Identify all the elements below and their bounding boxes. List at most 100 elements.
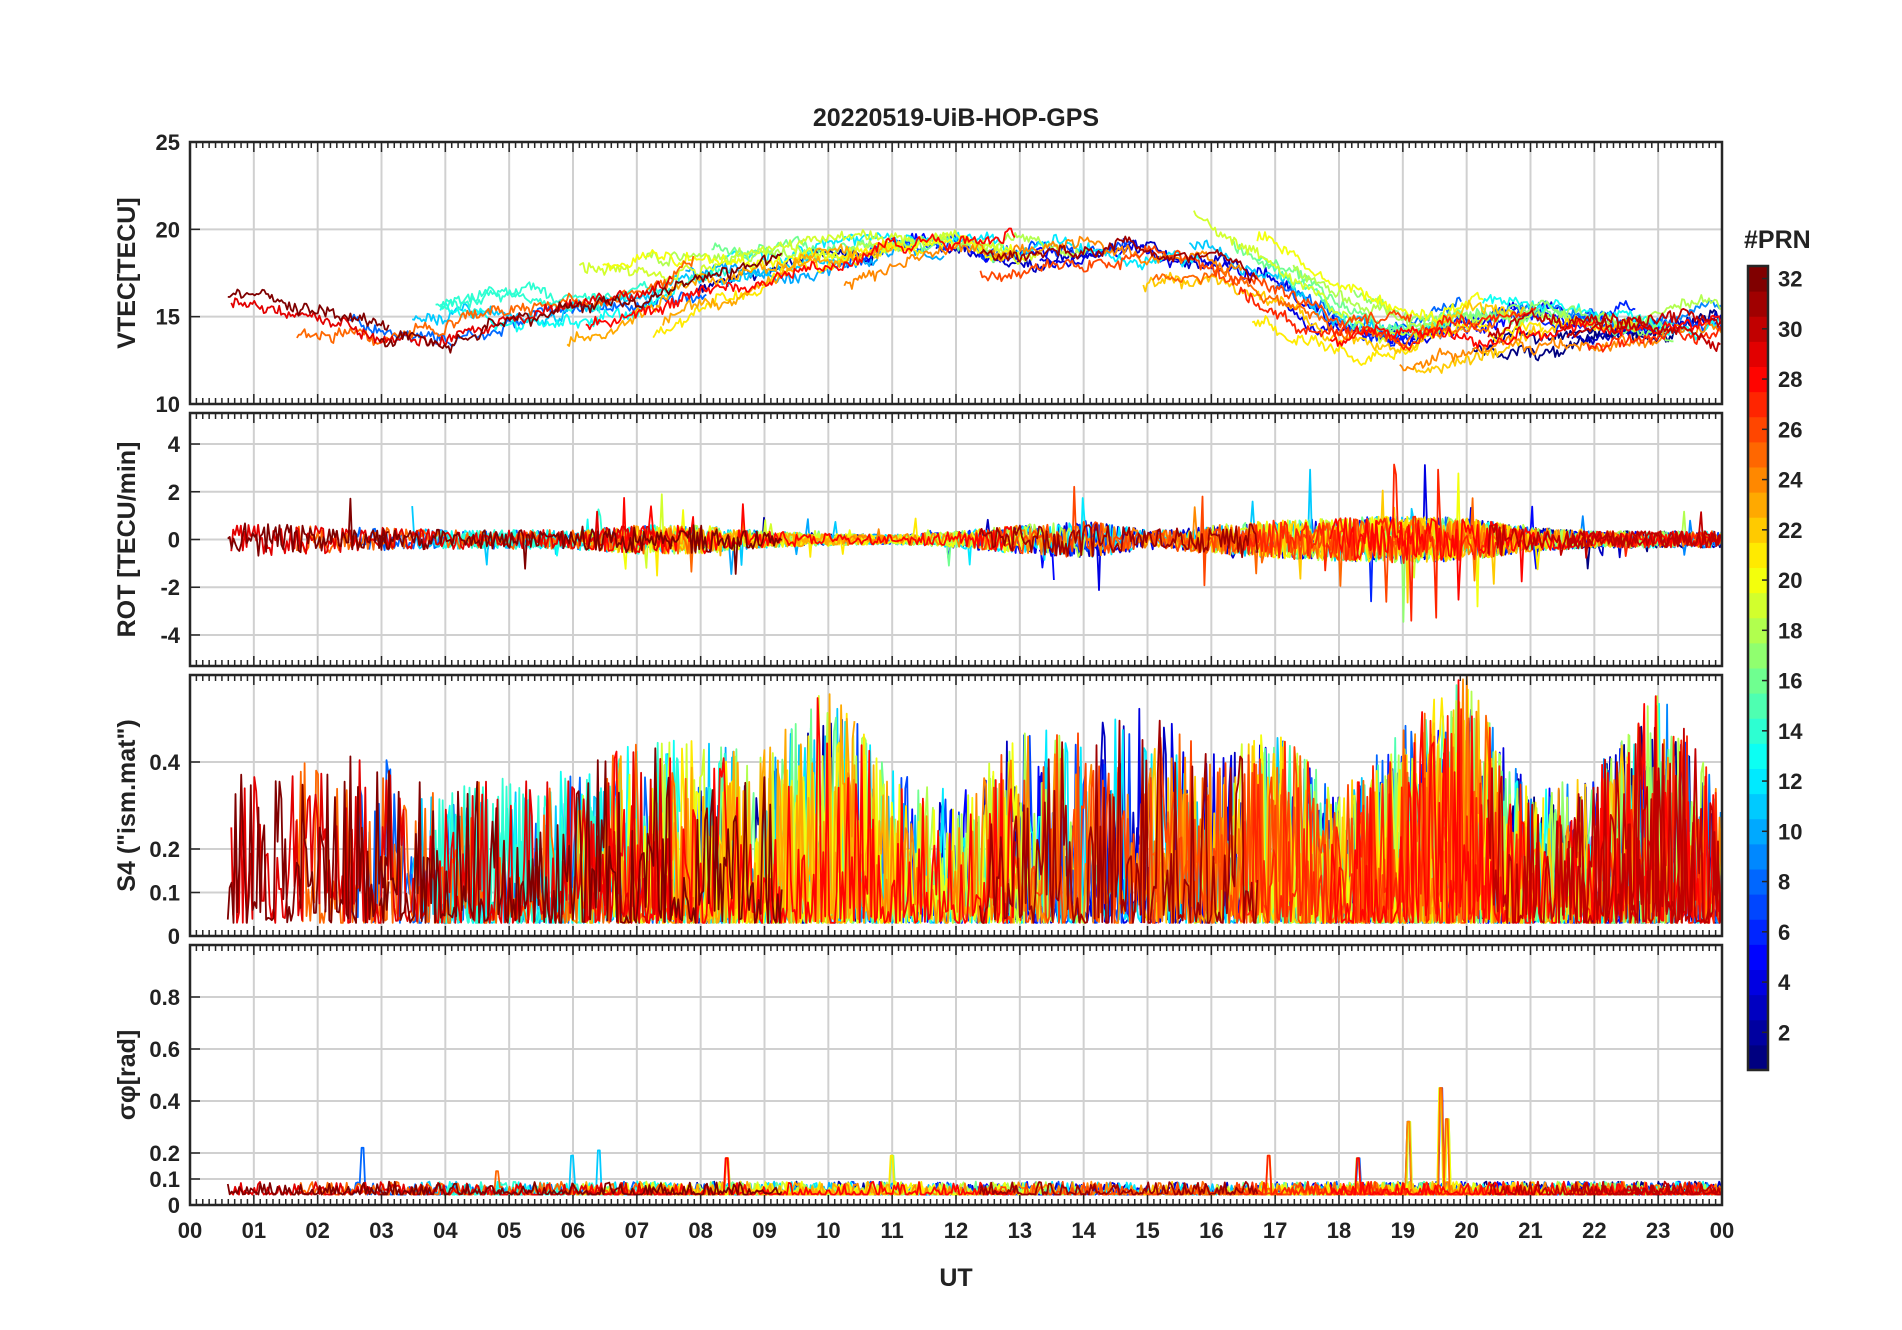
trace-prn-28 bbox=[585, 227, 1016, 331]
x-tick-label: 12 bbox=[944, 1218, 968, 1243]
colorbar-tick-label: 18 bbox=[1778, 618, 1802, 643]
y-tick-label: 0.4 bbox=[149, 1089, 180, 1114]
trace-prn-28 bbox=[1329, 679, 1722, 924]
y-tick-label: 20 bbox=[156, 217, 180, 242]
colorbar-swatch bbox=[1748, 693, 1768, 719]
x-tick-label: 21 bbox=[1518, 1218, 1542, 1243]
trace-prn-28 bbox=[1329, 314, 1722, 349]
y-tick-label: 25 bbox=[156, 130, 180, 155]
colorbar-swatch bbox=[1748, 894, 1768, 920]
colorbar-swatch bbox=[1748, 441, 1768, 468]
y-tick-label: 0.2 bbox=[149, 837, 180, 862]
colorbar-tick-label: 8 bbox=[1778, 870, 1790, 895]
y-tick-label: 15 bbox=[156, 305, 180, 330]
trace-prn-12 bbox=[721, 231, 1201, 271]
trace-prn-32 bbox=[378, 524, 783, 575]
y-tick-label: 2 bbox=[168, 480, 180, 505]
colorbar-swatch bbox=[1748, 843, 1768, 870]
colorbar-tick-label: 10 bbox=[1778, 819, 1802, 844]
x-tick-label: 00 bbox=[1710, 1218, 1734, 1243]
x-tick-label: 23 bbox=[1646, 1218, 1670, 1243]
y-tick-label: 0.6 bbox=[149, 1037, 180, 1062]
x-tick-label: 14 bbox=[1071, 1218, 1096, 1243]
x-tick-label: 09 bbox=[752, 1218, 776, 1243]
colorbar-swatch bbox=[1748, 793, 1768, 820]
colorbar-swatch bbox=[1748, 642, 1768, 669]
colorbar-swatch bbox=[1748, 718, 1768, 744]
x-tick-label: 19 bbox=[1391, 1218, 1415, 1243]
y-tick-label: 0.4 bbox=[149, 750, 180, 775]
colorbar-swatch bbox=[1748, 592, 1768, 619]
trace-prn-29 bbox=[230, 275, 673, 347]
x-tick-label: 03 bbox=[369, 1218, 393, 1243]
x-tick-label: 20 bbox=[1454, 1218, 1478, 1243]
trace-prn-24 bbox=[843, 735, 1244, 924]
colorbar-swatch bbox=[1748, 919, 1768, 945]
trace-prn-30 bbox=[1566, 726, 1722, 924]
colorbar-swatch bbox=[1748, 1044, 1768, 1071]
x-tick-labels: 00 01 02 03 04 05 06 07 08 09 10 11 12 13 14 15 16 17 18 19… bbox=[178, 1218, 1734, 1243]
colorbar-tick-label: 24 bbox=[1778, 468, 1803, 493]
colorbar-swatch bbox=[1748, 994, 1768, 1021]
trace-prn-28 bbox=[1329, 517, 1722, 601]
trace-prn-32 bbox=[227, 497, 390, 557]
colorbar-tick-label: 22 bbox=[1778, 518, 1802, 543]
trace-prn-23 bbox=[662, 251, 856, 326]
y-tick-label: -2 bbox=[160, 575, 180, 600]
colorbar-swatch bbox=[1748, 1019, 1768, 1046]
y-axis-label-s4: S4 ("ism.mat") bbox=[113, 719, 141, 891]
trace-prn-25 bbox=[1152, 267, 1499, 348]
colorbar-tick-label: 30 bbox=[1778, 317, 1802, 342]
trace-prn-32 bbox=[226, 755, 390, 924]
trace-prn-15 bbox=[1256, 256, 1464, 335]
x-tick-label: 22 bbox=[1582, 1218, 1606, 1243]
y-tick-label: 0.2 bbox=[149, 1141, 180, 1166]
trace-prn-32 bbox=[226, 1182, 390, 1196]
traces-sigma_phi bbox=[226, 1087, 1722, 1196]
colorbar-swatch bbox=[1748, 266, 1768, 292]
trace-prn-30 bbox=[1487, 1180, 1722, 1196]
y-tick-label: 10 bbox=[156, 392, 180, 417]
colorbar-swatch bbox=[1748, 467, 1768, 493]
x-tick-label: 08 bbox=[688, 1218, 712, 1243]
x-tick-label: 01 bbox=[242, 1218, 266, 1243]
traces-rot bbox=[227, 463, 1722, 623]
y-tick-label: 0.1 bbox=[149, 1167, 180, 1192]
x-tick-label: 00 bbox=[178, 1218, 202, 1243]
colorbar-tick-label: 4 bbox=[1778, 970, 1791, 995]
x-axis-label: UT bbox=[939, 1264, 972, 1292]
colorbar-swatch bbox=[1748, 818, 1768, 845]
trace-prn-31 bbox=[979, 235, 1258, 284]
x-tick-label: 17 bbox=[1263, 1218, 1287, 1243]
trace-prn-32 bbox=[378, 747, 783, 924]
y-axis-label-sigma_phi: σφ[rad] bbox=[113, 1030, 141, 1121]
traces-s4 bbox=[226, 675, 1722, 924]
y-axis-label-vtec: VTEC[TECU] bbox=[113, 197, 141, 348]
trace-prn-19 bbox=[1193, 210, 1421, 344]
colorbar-swatch bbox=[1748, 391, 1768, 418]
traces-vtec bbox=[227, 210, 1722, 374]
colorbar-frame bbox=[1746, 264, 1770, 1072]
chart-title: 20220519-UiB-HOP-GPS bbox=[813, 104, 1099, 132]
colorbar-tick-label: 28 bbox=[1778, 367, 1802, 392]
x-tick-label: 04 bbox=[433, 1218, 458, 1243]
colorbar-swatch bbox=[1748, 341, 1768, 367]
colorbar-swatch bbox=[1748, 944, 1768, 970]
trace-prn-31 bbox=[978, 1181, 1259, 1196]
trace-prn-26 bbox=[979, 245, 1413, 329]
trace-prn-32 bbox=[227, 288, 390, 331]
colorbar-swatch bbox=[1748, 617, 1768, 644]
colorbar-swatch bbox=[1748, 416, 1768, 443]
panel-sigma_phi: 00.10.2 0.4 0.6 0.8 σφ[rad] bbox=[113, 943, 1724, 1218]
trace-prn-30 bbox=[1487, 523, 1722, 557]
trace-prn-28 bbox=[585, 497, 1016, 555]
colorbar-swatch bbox=[1748, 366, 1768, 393]
trace-prn-31 bbox=[978, 719, 1259, 924]
x-tick-label: 11 bbox=[881, 1218, 904, 1243]
colorbar-swatch bbox=[1748, 668, 1768, 694]
y-axis-label-rot: ROT [TECU/min] bbox=[113, 442, 141, 638]
x-tick-label: 15 bbox=[1135, 1218, 1159, 1243]
colorbar-swatch bbox=[1748, 316, 1768, 342]
